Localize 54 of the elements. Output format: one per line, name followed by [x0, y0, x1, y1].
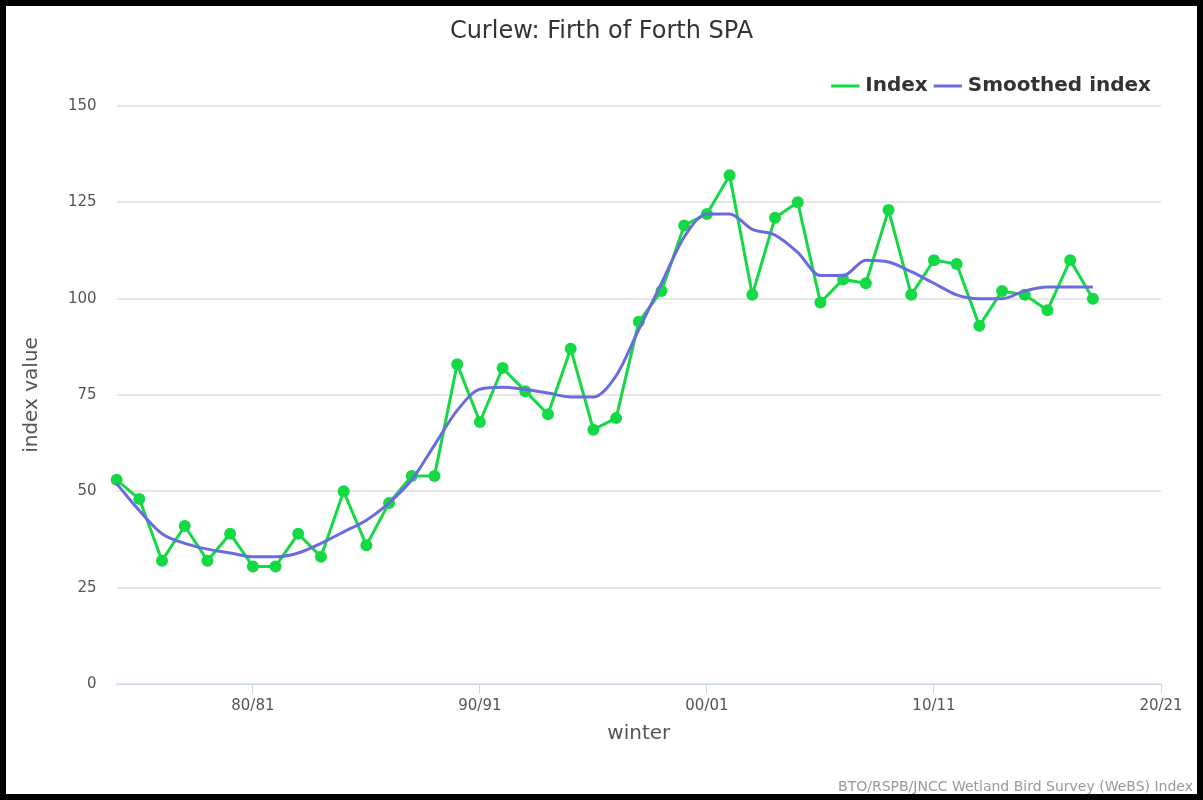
- point: [769, 211, 782, 224]
- y-tick-label: 100: [67, 288, 97, 307]
- point: [269, 560, 282, 573]
- point: [678, 219, 691, 232]
- x-tick-label: 80/81: [231, 695, 275, 714]
- legend-label: Smoothed index: [967, 72, 1152, 97]
- point: [224, 527, 237, 540]
- point: [110, 473, 123, 486]
- point: [1064, 254, 1077, 267]
- x-tick-label: 10/11: [912, 695, 956, 714]
- point: [337, 485, 350, 498]
- point: [496, 362, 509, 375]
- point: [201, 554, 214, 567]
- y-tick-label: 125: [67, 192, 97, 211]
- point: [133, 493, 146, 506]
- point: [428, 469, 441, 482]
- point: [473, 415, 486, 428]
- y-tick-label: 25: [77, 577, 97, 596]
- point: [451, 358, 464, 371]
- point: [746, 288, 759, 301]
- point: [791, 196, 804, 209]
- point: [156, 554, 169, 567]
- point: [178, 520, 191, 533]
- point: [950, 257, 963, 270]
- legend-label: Index: [865, 72, 928, 97]
- point: [882, 204, 895, 217]
- point: [1086, 292, 1099, 305]
- x-tick-label: 20/21: [1139, 695, 1183, 714]
- point: [1041, 304, 1054, 317]
- x-axis-title: winter: [607, 720, 672, 745]
- point: [542, 408, 554, 421]
- x-tick-label: 00/01: [685, 695, 729, 714]
- y-tick-label: 75: [77, 384, 97, 403]
- point: [996, 284, 1009, 297]
- point: [587, 423, 600, 436]
- chart-title: Curlew: Firth of Forth SPA: [448, 16, 755, 44]
- text: BTO/RSPB/JNCC Wetland Bird Survey (WeBS) Index: [838, 778, 1193, 794]
- x-tick-label: 90/91: [458, 695, 502, 714]
- point: [610, 412, 623, 425]
- y-axis-title: index value: [18, 337, 43, 453]
- point: [814, 296, 827, 309]
- point: [927, 254, 940, 267]
- y-tick-label: 50: [77, 481, 97, 500]
- point: [859, 277, 872, 290]
- point: [360, 539, 373, 552]
- point: [292, 527, 305, 540]
- point: [973, 319, 986, 332]
- point: [564, 342, 577, 355]
- point: [246, 560, 259, 573]
- point: [905, 288, 918, 301]
- point: [314, 550, 327, 563]
- point: [723, 169, 736, 182]
- y-tick-label: 150: [67, 95, 97, 114]
- y-tick-label: 0: [87, 673, 97, 692]
